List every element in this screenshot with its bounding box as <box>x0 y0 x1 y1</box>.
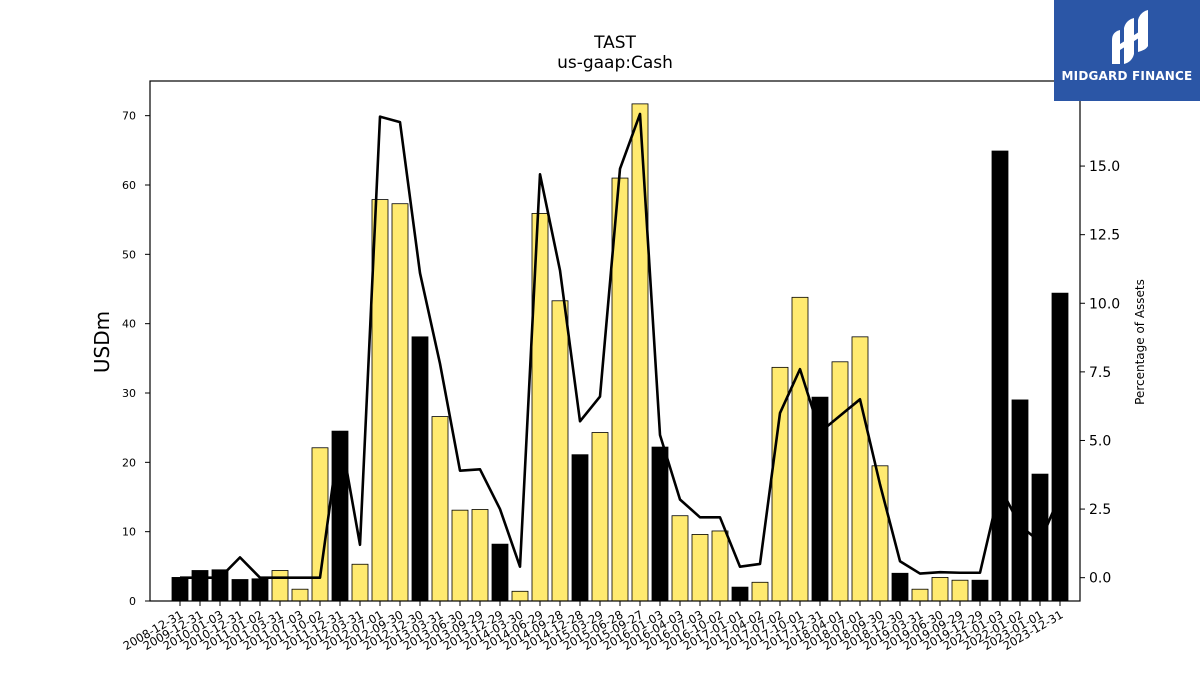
y-tick-label: 20 <box>122 456 136 469</box>
bar <box>691 534 709 602</box>
bar <box>411 336 429 602</box>
bar <box>491 543 509 602</box>
y2-tick-label: 7.5 <box>1089 365 1111 381</box>
y-tick-label: 70 <box>122 110 136 123</box>
bar <box>671 515 689 602</box>
midgard-logo-icon <box>1112 10 1148 64</box>
y-tick-label: 40 <box>122 318 136 331</box>
bar <box>211 569 229 602</box>
axes: 0102030405060700.02.55.07.510.012.515.02… <box>121 80 1120 653</box>
bar <box>971 579 989 602</box>
y2-tick-label: 5.0 <box>1089 433 1111 449</box>
plot-frame <box>149 80 1081 602</box>
bar <box>651 446 669 602</box>
bar <box>451 509 469 602</box>
bar <box>391 203 409 602</box>
bar <box>951 579 969 602</box>
y-tick-label: 0 <box>129 595 136 608</box>
logo-text: MIDGARD FINANCE <box>1061 69 1193 83</box>
bar <box>931 577 949 602</box>
y-axis-label: USDm <box>90 311 114 373</box>
bar <box>631 103 649 602</box>
bar <box>351 563 369 602</box>
bar <box>1011 399 1029 602</box>
line-series <box>180 112 1062 579</box>
bar <box>251 578 269 602</box>
bar <box>171 577 189 602</box>
y2-axis-label: Percentage of Assets <box>1133 279 1147 405</box>
bar <box>551 300 569 602</box>
bar <box>571 454 589 602</box>
bar <box>711 530 729 602</box>
bar <box>231 579 249 602</box>
bar <box>851 336 869 602</box>
line-series-path <box>180 112 1062 579</box>
bar <box>271 570 289 602</box>
chart-title: TAST <box>593 33 636 53</box>
bar <box>1051 292 1069 602</box>
bar <box>911 588 929 602</box>
bar <box>471 509 489 602</box>
bar <box>731 586 749 602</box>
y-tick-label: 60 <box>122 179 136 192</box>
bar <box>991 150 1009 602</box>
y-tick-label: 50 <box>122 248 136 261</box>
y2-tick-label: 0.0 <box>1089 571 1111 587</box>
y2-tick-label: 2.5 <box>1089 502 1111 518</box>
bar <box>291 588 309 602</box>
bar <box>431 416 449 602</box>
y2-tick-label: 15.0 <box>1089 159 1120 175</box>
y2-tick-label: 10.0 <box>1089 296 1120 312</box>
chart-subtitle: us-gaap:Cash <box>557 53 673 73</box>
y-tick-label: 30 <box>122 387 136 400</box>
bar <box>891 572 909 602</box>
bar <box>791 296 809 602</box>
y-tick-label: 10 <box>122 526 136 539</box>
brand-logo: MIDGARD FINANCE <box>1054 0 1200 101</box>
bar <box>751 581 769 602</box>
bar <box>831 361 849 602</box>
y2-tick-label: 12.5 <box>1089 228 1120 244</box>
bar <box>511 590 529 602</box>
bar <box>191 570 209 602</box>
bar <box>591 432 609 602</box>
